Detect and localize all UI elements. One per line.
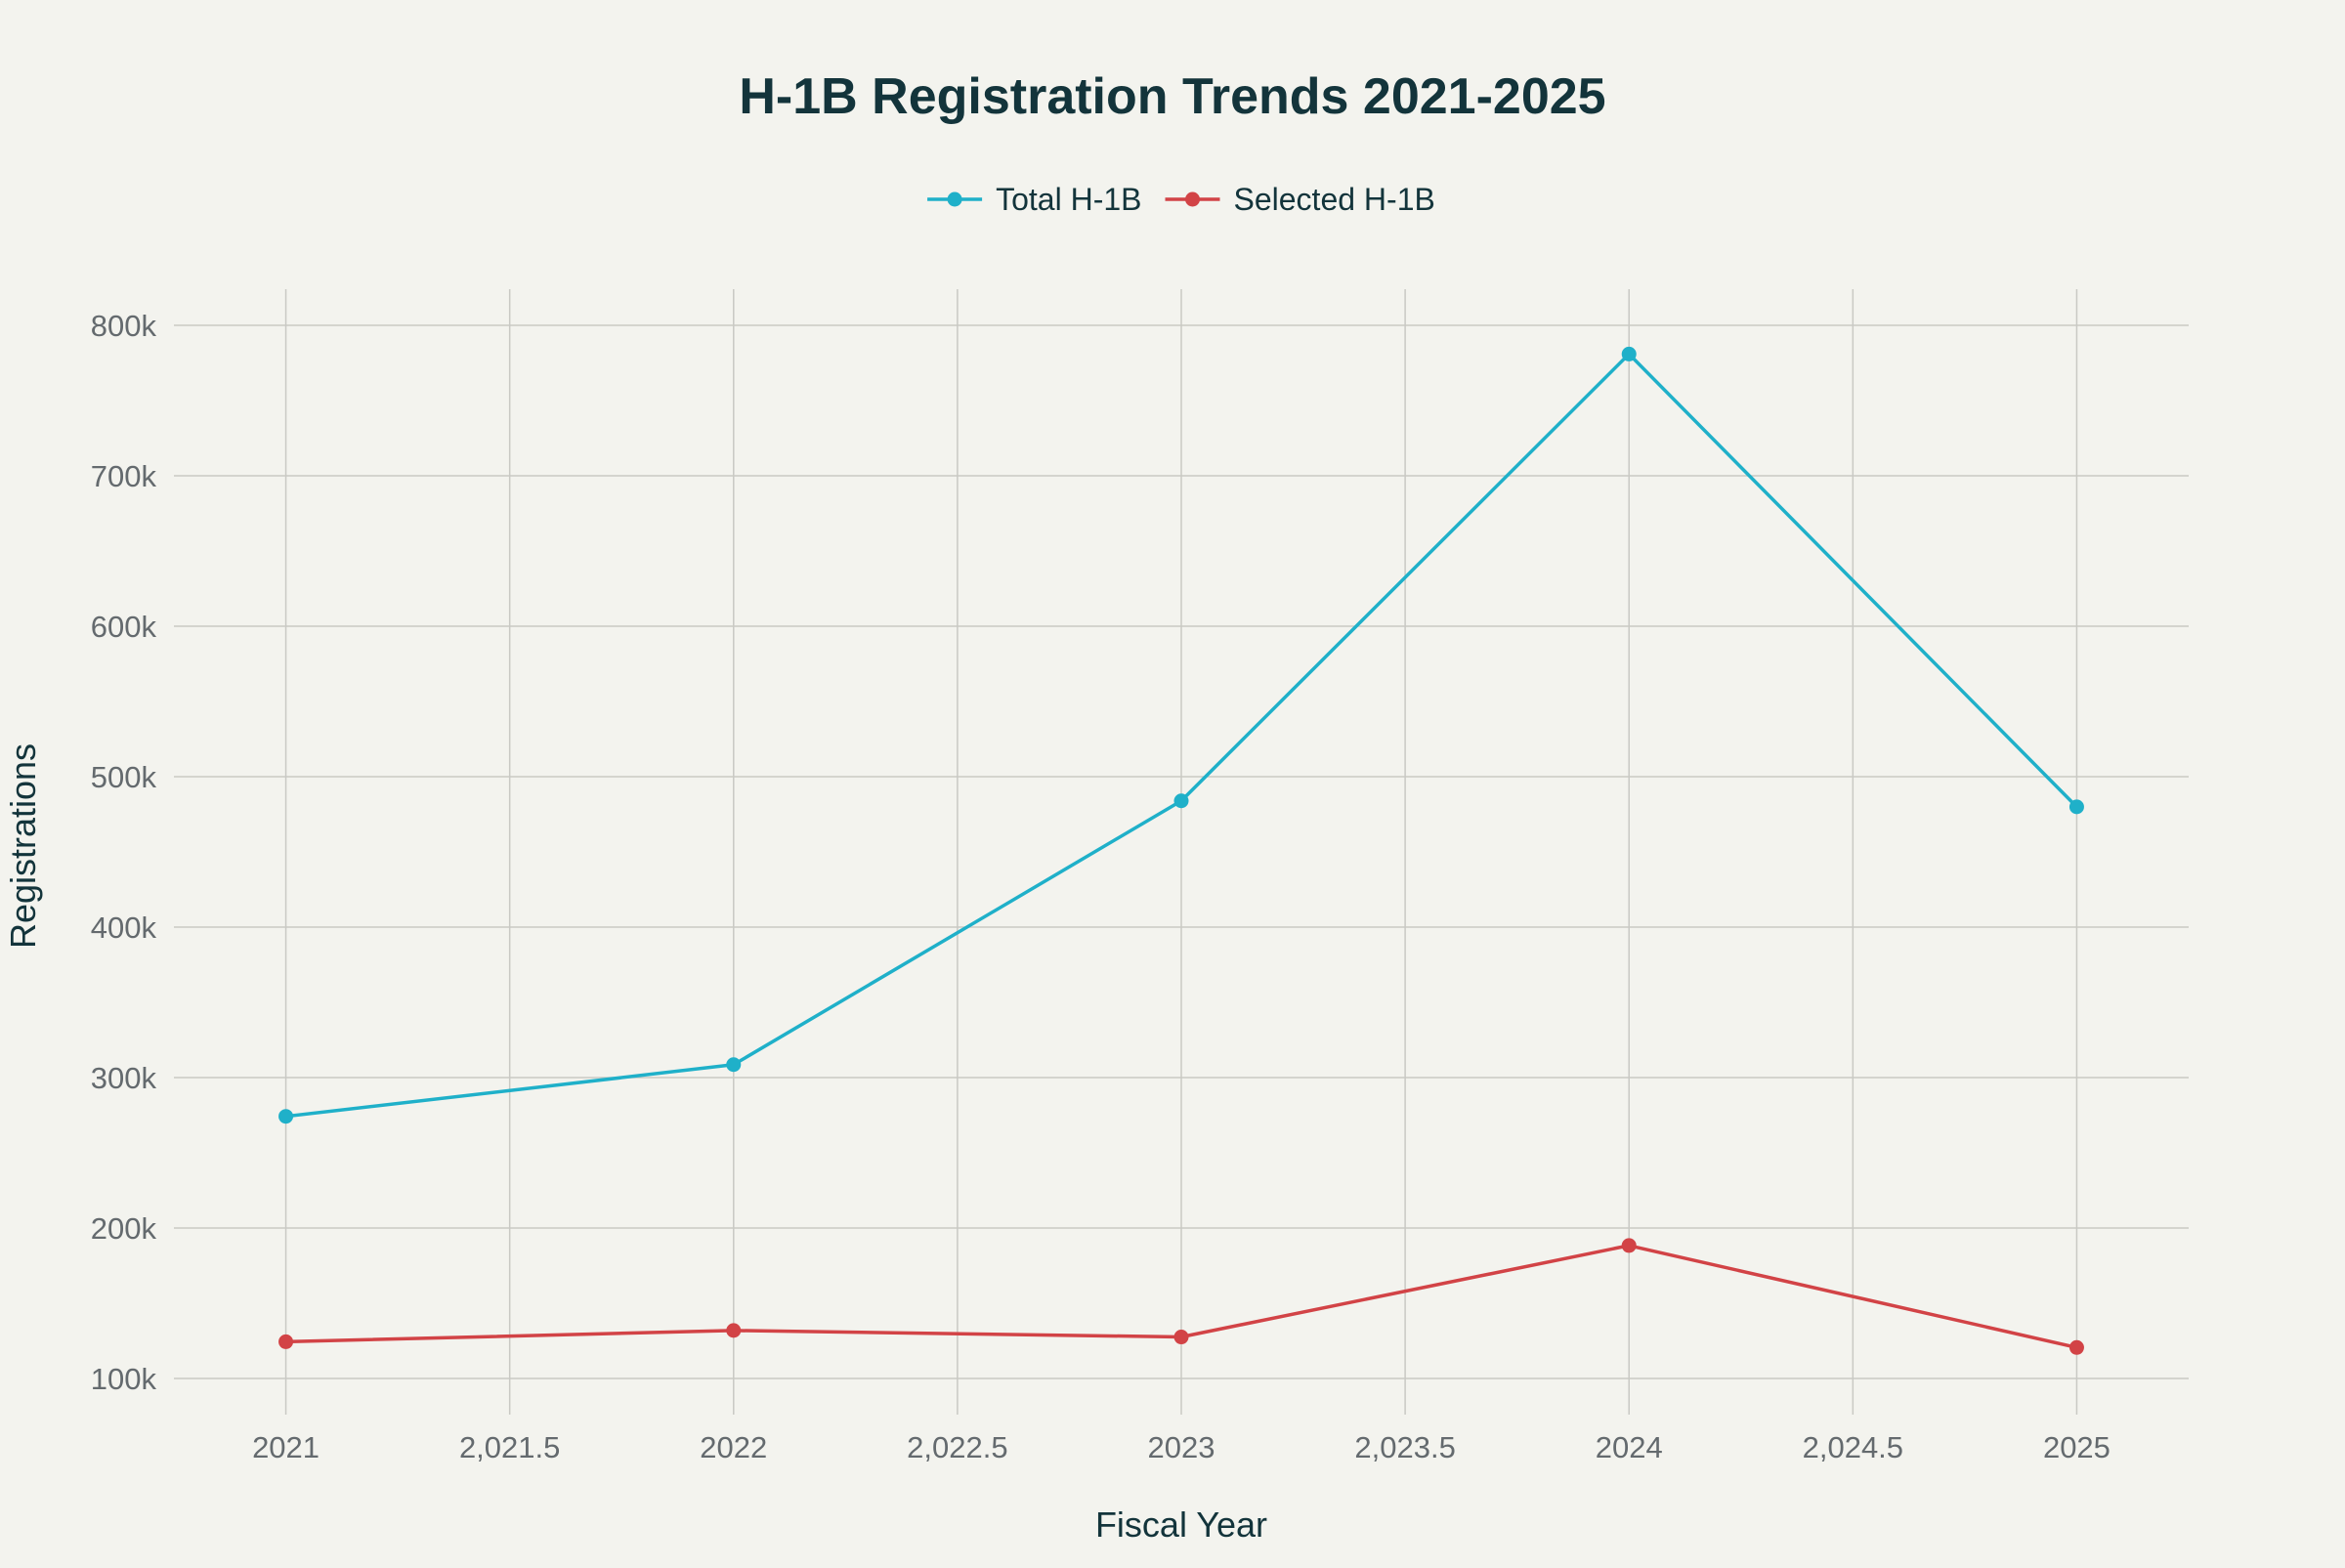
x-tick-label: 2,022.5: [907, 1430, 1007, 1464]
data-point[interactable]: [726, 1323, 742, 1338]
series-total-h-1b: [278, 346, 2084, 1124]
data-point[interactable]: [278, 1334, 294, 1349]
legend-swatch-marker: [947, 191, 962, 207]
y-tick-label: 500k: [91, 760, 157, 794]
data-point[interactable]: [1621, 1238, 1637, 1253]
legend-label: Total H-1B: [996, 182, 1141, 217]
data-point[interactable]: [2068, 799, 2084, 815]
x-tick-label: 2025: [2043, 1430, 2110, 1464]
x-axis-title: Fiscal Year: [1095, 1504, 1267, 1545]
y-tick-label: 400k: [91, 911, 157, 945]
legend: Total H-1B Selected H-1B: [927, 182, 1435, 217]
x-tick-label: 2,024.5: [1803, 1430, 1903, 1464]
x-tick-label: 2,021.5: [459, 1430, 560, 1464]
data-point[interactable]: [1173, 793, 1189, 809]
x-tick-label: 2021: [252, 1430, 320, 1464]
data-point[interactable]: [278, 1109, 294, 1124]
legend-swatch-marker: [1185, 191, 1200, 207]
series-group: [278, 346, 2084, 1355]
grid: [174, 289, 2189, 1415]
y-axis-title: Registrations: [3, 743, 43, 949]
data-point[interactable]: [2068, 1339, 2084, 1355]
data-point[interactable]: [726, 1057, 742, 1073]
x-tick-label: 2024: [1596, 1430, 1663, 1464]
data-point[interactable]: [1173, 1330, 1189, 1345]
y-tick-label: 200k: [91, 1211, 157, 1246]
x-tick-label: 2,023.5: [1354, 1430, 1455, 1464]
y-tick-label: 800k: [91, 309, 157, 343]
series-selected-h-1b: [278, 1238, 2084, 1355]
data-point[interactable]: [1621, 346, 1637, 361]
x-tick-label: 2023: [1148, 1430, 1215, 1464]
chart-title: H-1B Registration Trends 2021-2025: [739, 68, 1605, 125]
y-tick-label: 100k: [91, 1362, 157, 1396]
y-tick-label: 700k: [91, 459, 157, 493]
x-tick-label: 2022: [700, 1430, 767, 1464]
legend-label: Selected H-1B: [1234, 182, 1435, 217]
y-tick-label: 300k: [91, 1061, 157, 1095]
legend-item[interactable]: Total H-1B: [927, 182, 1141, 217]
x-axis-ticks: 2021 2,021.5 2022 2,022.5 2023 2,023.5 2024 2,0…: [252, 1430, 2110, 1464]
legend-item[interactable]: Selected H-1B: [1165, 182, 1435, 217]
y-axis-ticks: 100k 200k 300k 400k 500k 600k 700k 800k: [91, 309, 157, 1396]
y-tick-label: 600k: [91, 610, 157, 644]
